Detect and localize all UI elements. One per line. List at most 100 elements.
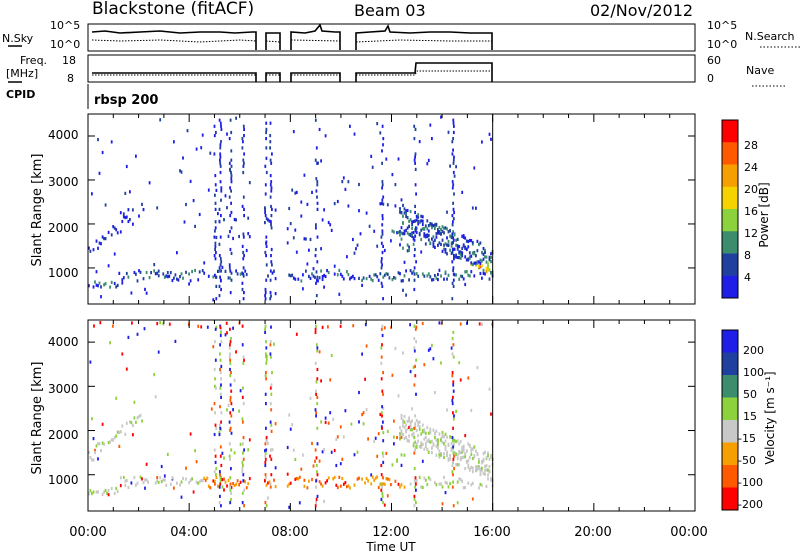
power-cell: [414, 161, 416, 165]
velocity-cell: [382, 392, 384, 396]
velocity-cell: [265, 352, 267, 356]
velocity-cell: [104, 489, 107, 493]
velocity-cell: [136, 416, 139, 420]
power-cell: [440, 242, 442, 246]
power-cell: [341, 274, 344, 278]
velocity-cell: [476, 467, 479, 472]
velocity-frame: [87, 319, 696, 512]
velocity-cell: [243, 504, 245, 508]
velocity-cell: [228, 420, 231, 424]
power-cell: [101, 150, 104, 155]
power-cell: [452, 268, 454, 272]
velocity-cell: [397, 482, 400, 486]
power-cell: [488, 268, 491, 272]
velocity-cell: [218, 501, 221, 505]
velocity-cell: [135, 483, 137, 487]
velocity-cell: [316, 367, 319, 372]
power-cell: [400, 237, 403, 241]
velocity-cell: [405, 423, 407, 427]
velocity-cell: [414, 440, 417, 444]
power-cell: [379, 131, 382, 135]
power-cell: [353, 277, 356, 281]
velocity-cell: [265, 483, 268, 487]
power-cell: [451, 241, 454, 245]
power-cell: [214, 247, 216, 252]
power-cell: [265, 235, 268, 239]
power-cell: [333, 264, 336, 268]
power-cell: [431, 226, 433, 230]
power-cell: [411, 220, 413, 224]
velocity-cell: [230, 485, 233, 490]
power-cell: [408, 219, 410, 223]
velocity-cell: [452, 504, 455, 508]
power-cell: [464, 245, 467, 249]
power-cell: [115, 228, 118, 232]
velocity-cell: [92, 458, 95, 462]
velocity-cell: [458, 463, 461, 467]
power-cell: [432, 278, 435, 282]
velocity-cell: [264, 330, 266, 334]
power-cell: [458, 277, 461, 281]
velocity-cell: [203, 476, 206, 480]
velocity-cell: [121, 352, 124, 356]
velocity-cell: [265, 426, 267, 430]
velocity-cell: [174, 339, 177, 343]
power-cell: [314, 247, 317, 252]
power-cell: [388, 276, 391, 280]
velocity-cell: [458, 477, 461, 481]
velocity-cell: [467, 376, 470, 380]
power-cell: [107, 230, 110, 234]
power-cell: [132, 208, 134, 212]
velocity-cell: [447, 443, 450, 447]
power-cell: [461, 274, 464, 279]
power-cell: [382, 137, 385, 141]
power-cell: [292, 236, 295, 240]
velocity-cell: [459, 451, 462, 455]
power-cell: [316, 180, 319, 184]
power-cell: [381, 183, 384, 187]
velocity-cell: [239, 442, 242, 446]
power-cell: [411, 234, 413, 238]
velocity-cell: [165, 483, 168, 487]
power-cell: [381, 186, 383, 190]
velocity-cell: [405, 430, 407, 434]
velocity-cell: [214, 479, 216, 483]
power-cell: [318, 276, 321, 280]
power-cell: [243, 152, 245, 156]
power-cell: [467, 273, 470, 277]
velocity-cell: [264, 457, 267, 461]
velocity-cell: [218, 432, 221, 437]
velocity-cell: [484, 472, 486, 476]
velocity-cell: [115, 396, 118, 400]
power-cell: [420, 219, 423, 223]
power-cell: [264, 221, 266, 225]
velocity-cell: [119, 484, 122, 488]
power-cell: [214, 193, 216, 197]
velocity-cell: [229, 327, 231, 331]
power-cell: [241, 244, 244, 248]
power-cell: [316, 235, 319, 239]
power-ylabel: Slant Range [km]: [30, 154, 45, 267]
velocity-cell: [452, 426, 454, 430]
velocity-cell: [462, 449, 465, 453]
nave-tick-bottom: 0: [707, 72, 714, 85]
velocity-cell: [242, 402, 245, 406]
velocity-cell: [479, 467, 482, 471]
power-cell: [452, 217, 455, 221]
velocity-cell: [476, 366, 479, 370]
velocity-cell: [402, 418, 404, 423]
power-cell: [440, 274, 442, 278]
velocity-cell: [421, 442, 424, 446]
velocity-cell: [481, 483, 483, 487]
velocity-cell: [413, 349, 416, 353]
power-cell: [402, 279, 404, 283]
velocity-cell: [441, 433, 444, 437]
power-cell: [380, 257, 383, 261]
power-cell: [230, 164, 233, 168]
velocity-cell: [462, 455, 465, 459]
power-cell: [406, 243, 409, 247]
velocity-cell: [409, 323, 411, 327]
power-cell: [461, 246, 464, 250]
velocity-cell: [220, 411, 223, 415]
velocity-cell: [214, 327, 217, 331]
